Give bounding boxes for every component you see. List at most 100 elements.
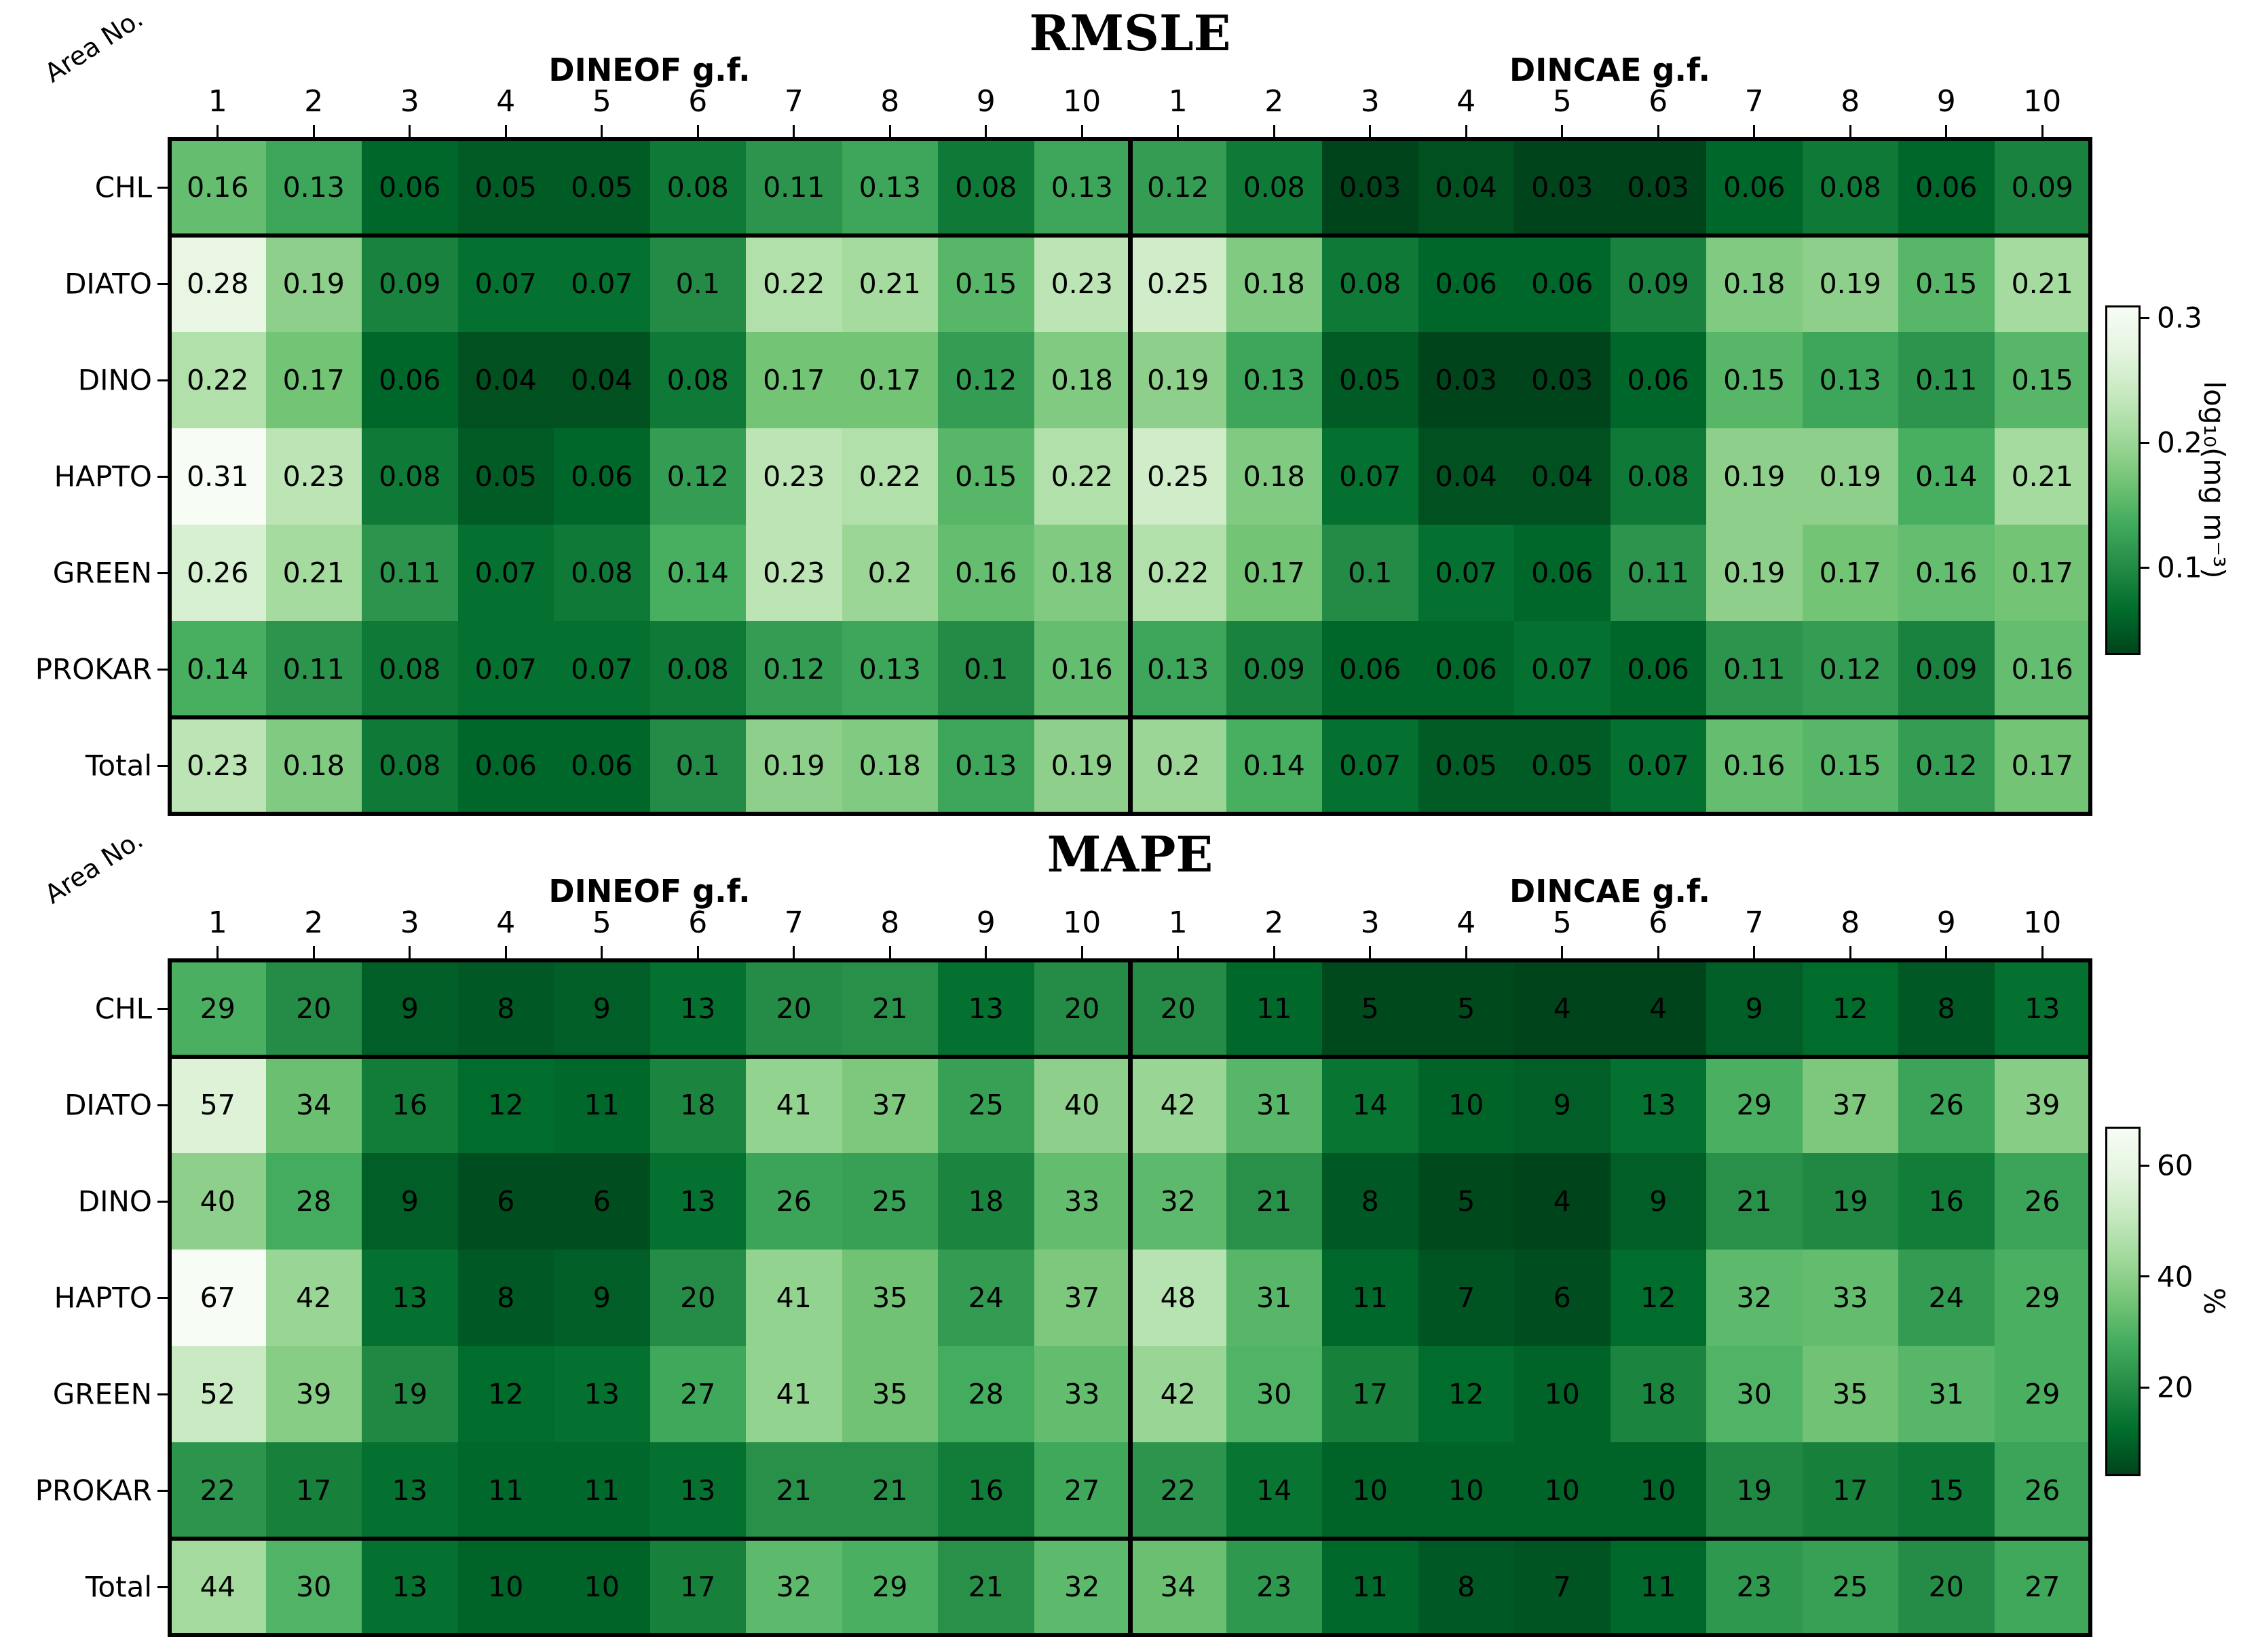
col-header: 5 bbox=[592, 905, 611, 940]
heatmap-cell: 0.12 bbox=[1898, 717, 1995, 814]
col-headers: 1 2 3 4 5 6 7 8 9 10 1 2 3 4 5 6 7 8 9 10 bbox=[208, 84, 2061, 139]
heatmap-cell: 0.23 bbox=[1034, 236, 1130, 332]
row-label: DINO bbox=[77, 363, 152, 397]
col-headers: 1 2 3 4 5 6 7 8 9 10 1 2 3 4 5 6 7 8 9 10 bbox=[0, 821, 2260, 1649]
heatmap-cell: 29 bbox=[1706, 1057, 1803, 1153]
col-header: 10 bbox=[2023, 905, 2062, 940]
heatmap-cell: 6 bbox=[554, 1153, 650, 1250]
heatmap-cell: 24 bbox=[1898, 1250, 1995, 1346]
heatmap-cell: 0.04 bbox=[554, 332, 650, 428]
heatmap-cell: 0.22 bbox=[170, 332, 266, 428]
row-tick bbox=[157, 764, 170, 767]
col-header: 8 bbox=[1841, 905, 1860, 940]
heatmap-cell: 10 bbox=[1610, 1442, 1706, 1539]
heatmap-cell: 0.08 bbox=[649, 621, 746, 717]
heatmap-cell: 0.15 bbox=[1802, 717, 1898, 814]
heatmap-cell: 10 bbox=[1514, 1346, 1611, 1442]
heatmap-cell: 0.19 bbox=[1706, 428, 1803, 525]
heatmap-cell: 41 bbox=[746, 1250, 842, 1346]
heatmap-cell: 0.05 bbox=[457, 428, 554, 525]
heatmap-cell: 57 bbox=[170, 1057, 266, 1153]
heatmap-cell: 8 bbox=[457, 1250, 554, 1346]
col-header: 3 bbox=[400, 905, 419, 940]
col-tick bbox=[601, 946, 603, 960]
heatmap-cell: 30 bbox=[1706, 1346, 1803, 1442]
heatmap-cell: 0.19 bbox=[746, 717, 842, 814]
heatmap-cell: 0.15 bbox=[1898, 236, 1995, 332]
heatmap-cell: 0.05 bbox=[554, 139, 650, 236]
heatmap-cell: 0.14 bbox=[170, 621, 266, 717]
heatmap-cell: 32 bbox=[746, 1539, 842, 1635]
heatmap-cell: 15 bbox=[1898, 1442, 1995, 1539]
heatmap-cell: 0.03 bbox=[1322, 139, 1418, 236]
col-tick bbox=[985, 946, 987, 960]
col-tick bbox=[1753, 946, 1756, 960]
col-tick bbox=[2041, 125, 2044, 139]
heatmap-cell: 0.09 bbox=[362, 236, 458, 332]
heatmap-cell: 13 bbox=[362, 1442, 458, 1539]
col-tick bbox=[1561, 946, 1564, 960]
heatmap-cell: 14 bbox=[1226, 1442, 1322, 1539]
row-tick bbox=[157, 1585, 170, 1588]
row-label: Total bbox=[85, 1570, 152, 1604]
heatmap-cell: 0.25 bbox=[1130, 236, 1226, 332]
heatmap-cell: 0.07 bbox=[554, 621, 650, 717]
heatmap-cell: 0.22 bbox=[746, 236, 842, 332]
heatmap-cell: 0.07 bbox=[1610, 717, 1706, 814]
row-tick bbox=[157, 1007, 170, 1010]
heatmap-cell: 23 bbox=[1706, 1539, 1803, 1635]
heatmap-cell: 10 bbox=[1418, 1442, 1514, 1539]
heatmap-cell: 18 bbox=[649, 1057, 746, 1153]
heatmap-cell: 0.19 bbox=[1706, 525, 1803, 621]
heatmap-cell: 11 bbox=[457, 1442, 554, 1539]
heatmap-cell: 10 bbox=[457, 1539, 554, 1635]
row-label: GREEN bbox=[52, 556, 152, 590]
heatmap-cell: 42 bbox=[1130, 1057, 1226, 1153]
heatmap-cell: 13 bbox=[362, 1250, 458, 1346]
col-header: 8 bbox=[1841, 84, 1860, 119]
heatmap-cell: 10 bbox=[1322, 1442, 1418, 1539]
heatmap-cell: 0.18 bbox=[1226, 236, 1322, 332]
heatmap-cell: 0.05 bbox=[1418, 717, 1514, 814]
heatmap-cell: 23 bbox=[1226, 1539, 1322, 1635]
heatmap-cell: 0.22 bbox=[842, 428, 938, 525]
panel-rmsle: RMSLE DINEOF g.f. DINCAE g.f. Area No. 1… bbox=[35, 3, 2231, 816]
heatmap-cell: 0.07 bbox=[1322, 717, 1418, 814]
heatmap-cell: 13 bbox=[649, 1153, 746, 1250]
heatmap-cell: 0.06 bbox=[1322, 621, 1418, 717]
heatmap-cell: 19 bbox=[1802, 1153, 1898, 1250]
heatmap-cell: 0.16 bbox=[170, 139, 266, 236]
heatmap-cell: 22 bbox=[1130, 1442, 1226, 1539]
heatmap-cell: 0.08 bbox=[554, 525, 650, 621]
heatmap-cell: 12 bbox=[1610, 1250, 1706, 1346]
heatmap-cell: 0.06 bbox=[1418, 621, 1514, 717]
heatmap-cell: 0.16 bbox=[1898, 525, 1995, 621]
heatmap-cell: 13 bbox=[554, 1346, 650, 1442]
col-tick bbox=[1080, 946, 1083, 960]
heatmap-cell: 0.17 bbox=[1994, 525, 2090, 621]
heatmap-cell: 0.13 bbox=[1802, 332, 1898, 428]
panel-title: RMSLE bbox=[1029, 4, 1231, 62]
heatmap-cell: 9 bbox=[1514, 1057, 1611, 1153]
col-tick bbox=[1657, 125, 1659, 139]
col-header: 4 bbox=[1456, 905, 1476, 940]
heatmap-cell: 0.07 bbox=[457, 525, 554, 621]
heatmap-cell: 21 bbox=[1706, 1153, 1803, 1250]
heatmap-cell: 0.06 bbox=[554, 428, 650, 525]
heatmap-cell: 19 bbox=[362, 1346, 458, 1442]
col-tick bbox=[1369, 946, 1372, 960]
heatmap-cell: 20 bbox=[265, 960, 362, 1057]
heatmap-cell: 13 bbox=[1610, 1057, 1706, 1153]
colorbar-tick-label: 0.1 bbox=[2157, 550, 2202, 584]
heatmap-cell: 0.07 bbox=[554, 236, 650, 332]
col-tick bbox=[696, 125, 699, 139]
heatmap-cell: 0.07 bbox=[1418, 525, 1514, 621]
heatmap-cell: 11 bbox=[1322, 1539, 1418, 1635]
heatmap-cell: 29 bbox=[1994, 1250, 2090, 1346]
heatmap-cell: 0.11 bbox=[1610, 525, 1706, 621]
heatmap-cell: 0.21 bbox=[842, 236, 938, 332]
heatmap-cell: 48 bbox=[1130, 1250, 1226, 1346]
col-header: 6 bbox=[1649, 905, 1668, 940]
heatmap-cell: 5 bbox=[1322, 960, 1418, 1057]
heatmap-cell: 0.23 bbox=[746, 525, 842, 621]
